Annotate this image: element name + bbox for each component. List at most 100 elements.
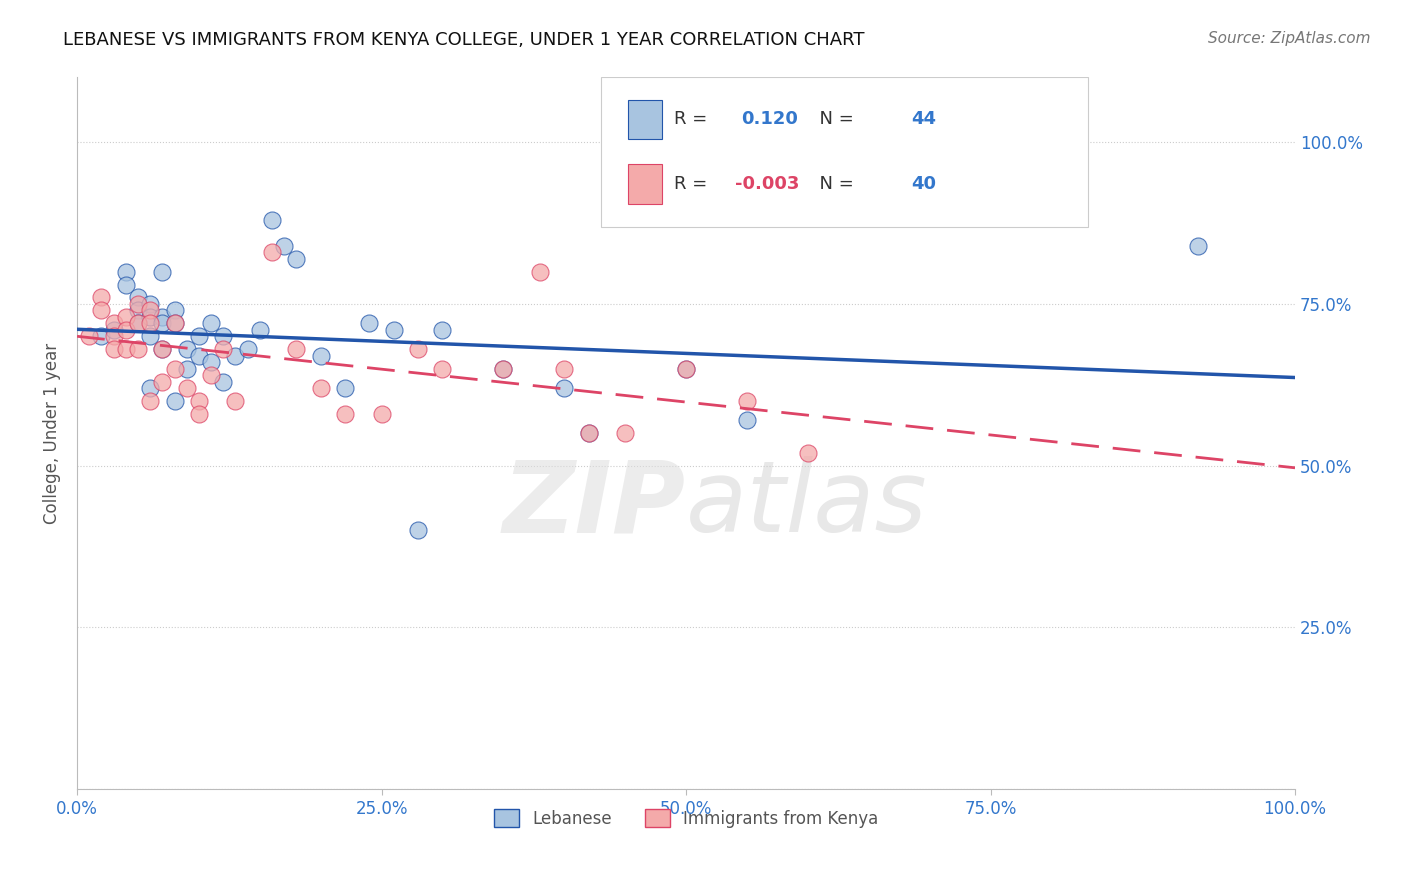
Point (103, 323, 125, 337)
Text: 40: 40 (911, 175, 936, 193)
Point (150, 316, 173, 330)
Point (127, 297, 149, 311)
Point (260, 212, 283, 227)
Point (212, 342, 235, 356)
Point (114, 264, 136, 278)
Point (735, 413, 758, 427)
Point (163, 394, 186, 409)
FancyBboxPatch shape (600, 78, 1088, 227)
Bar (627, 164, 662, 203)
Point (163, 361, 186, 376)
Text: R =: R = (673, 175, 713, 193)
Point (114, 310, 136, 324)
Y-axis label: College, Under 1 year: College, Under 1 year (44, 343, 60, 524)
Point (127, 316, 149, 330)
Point (77, 329, 100, 343)
Point (90, 303, 112, 318)
Point (139, 303, 162, 318)
Point (187, 407, 209, 421)
Bar (627, 100, 662, 138)
Point (103, 316, 125, 330)
Point (285, 342, 308, 356)
Point (139, 297, 162, 311)
Point (370, 407, 392, 421)
Text: -0.003: -0.003 (735, 175, 799, 193)
Point (432, 323, 454, 337)
Point (212, 329, 235, 343)
Point (285, 252, 308, 266)
Point (406, 342, 429, 356)
Text: 44: 44 (911, 110, 936, 128)
Point (614, 426, 637, 441)
Point (150, 375, 173, 389)
Point (187, 349, 209, 363)
Point (139, 329, 162, 343)
Point (333, 381, 356, 395)
Legend: Lebanese, Immigrants from Kenya: Lebanese, Immigrants from Kenya (486, 803, 886, 834)
Point (578, 426, 600, 441)
Point (553, 361, 575, 376)
Point (90, 329, 112, 343)
Point (382, 323, 405, 337)
Point (529, 264, 551, 278)
Point (309, 349, 332, 363)
Point (553, 381, 575, 395)
Point (236, 342, 259, 356)
Point (176, 342, 198, 356)
Text: N =: N = (808, 175, 859, 193)
Text: LEBANESE VS IMMIGRANTS FROM KENYA COLLEGE, UNDER 1 YEAR CORRELATION CHART: LEBANESE VS IMMIGRANTS FROM KENYA COLLEG… (63, 31, 865, 49)
Point (150, 342, 173, 356)
Point (163, 303, 186, 318)
Text: ZIP: ZIP (503, 456, 686, 553)
Point (127, 342, 149, 356)
Point (333, 407, 356, 421)
Point (103, 329, 125, 343)
Point (432, 361, 454, 376)
Point (114, 323, 136, 337)
Text: atlas: atlas (686, 456, 928, 553)
Point (139, 394, 162, 409)
Point (163, 316, 186, 330)
Point (200, 368, 222, 383)
Point (114, 342, 136, 356)
Point (114, 277, 136, 292)
Point (492, 361, 515, 376)
Point (492, 361, 515, 376)
Point (150, 264, 173, 278)
Point (150, 342, 173, 356)
Point (127, 303, 149, 318)
Point (200, 316, 222, 330)
Point (249, 323, 271, 337)
Point (675, 361, 697, 376)
Point (359, 316, 381, 330)
Point (273, 238, 295, 252)
Point (260, 245, 283, 260)
Point (797, 446, 820, 460)
Point (139, 310, 162, 324)
Point (176, 361, 198, 376)
Point (309, 381, 332, 395)
Point (675, 361, 697, 376)
Point (406, 524, 429, 538)
Point (1187, 238, 1209, 252)
Text: N =: N = (808, 110, 859, 128)
Text: Source: ZipAtlas.com: Source: ZipAtlas.com (1208, 31, 1371, 46)
Point (127, 316, 149, 330)
Point (163, 316, 186, 330)
Point (103, 342, 125, 356)
Point (187, 394, 209, 409)
Point (200, 355, 222, 369)
Point (578, 426, 600, 441)
Point (187, 329, 209, 343)
Point (224, 349, 246, 363)
Point (150, 310, 173, 324)
Point (176, 381, 198, 395)
Point (127, 290, 149, 304)
Point (90, 290, 112, 304)
Point (735, 394, 758, 409)
Text: 0.120: 0.120 (741, 110, 797, 128)
Point (212, 375, 235, 389)
Point (139, 316, 162, 330)
Point (139, 381, 162, 395)
Point (224, 394, 246, 409)
